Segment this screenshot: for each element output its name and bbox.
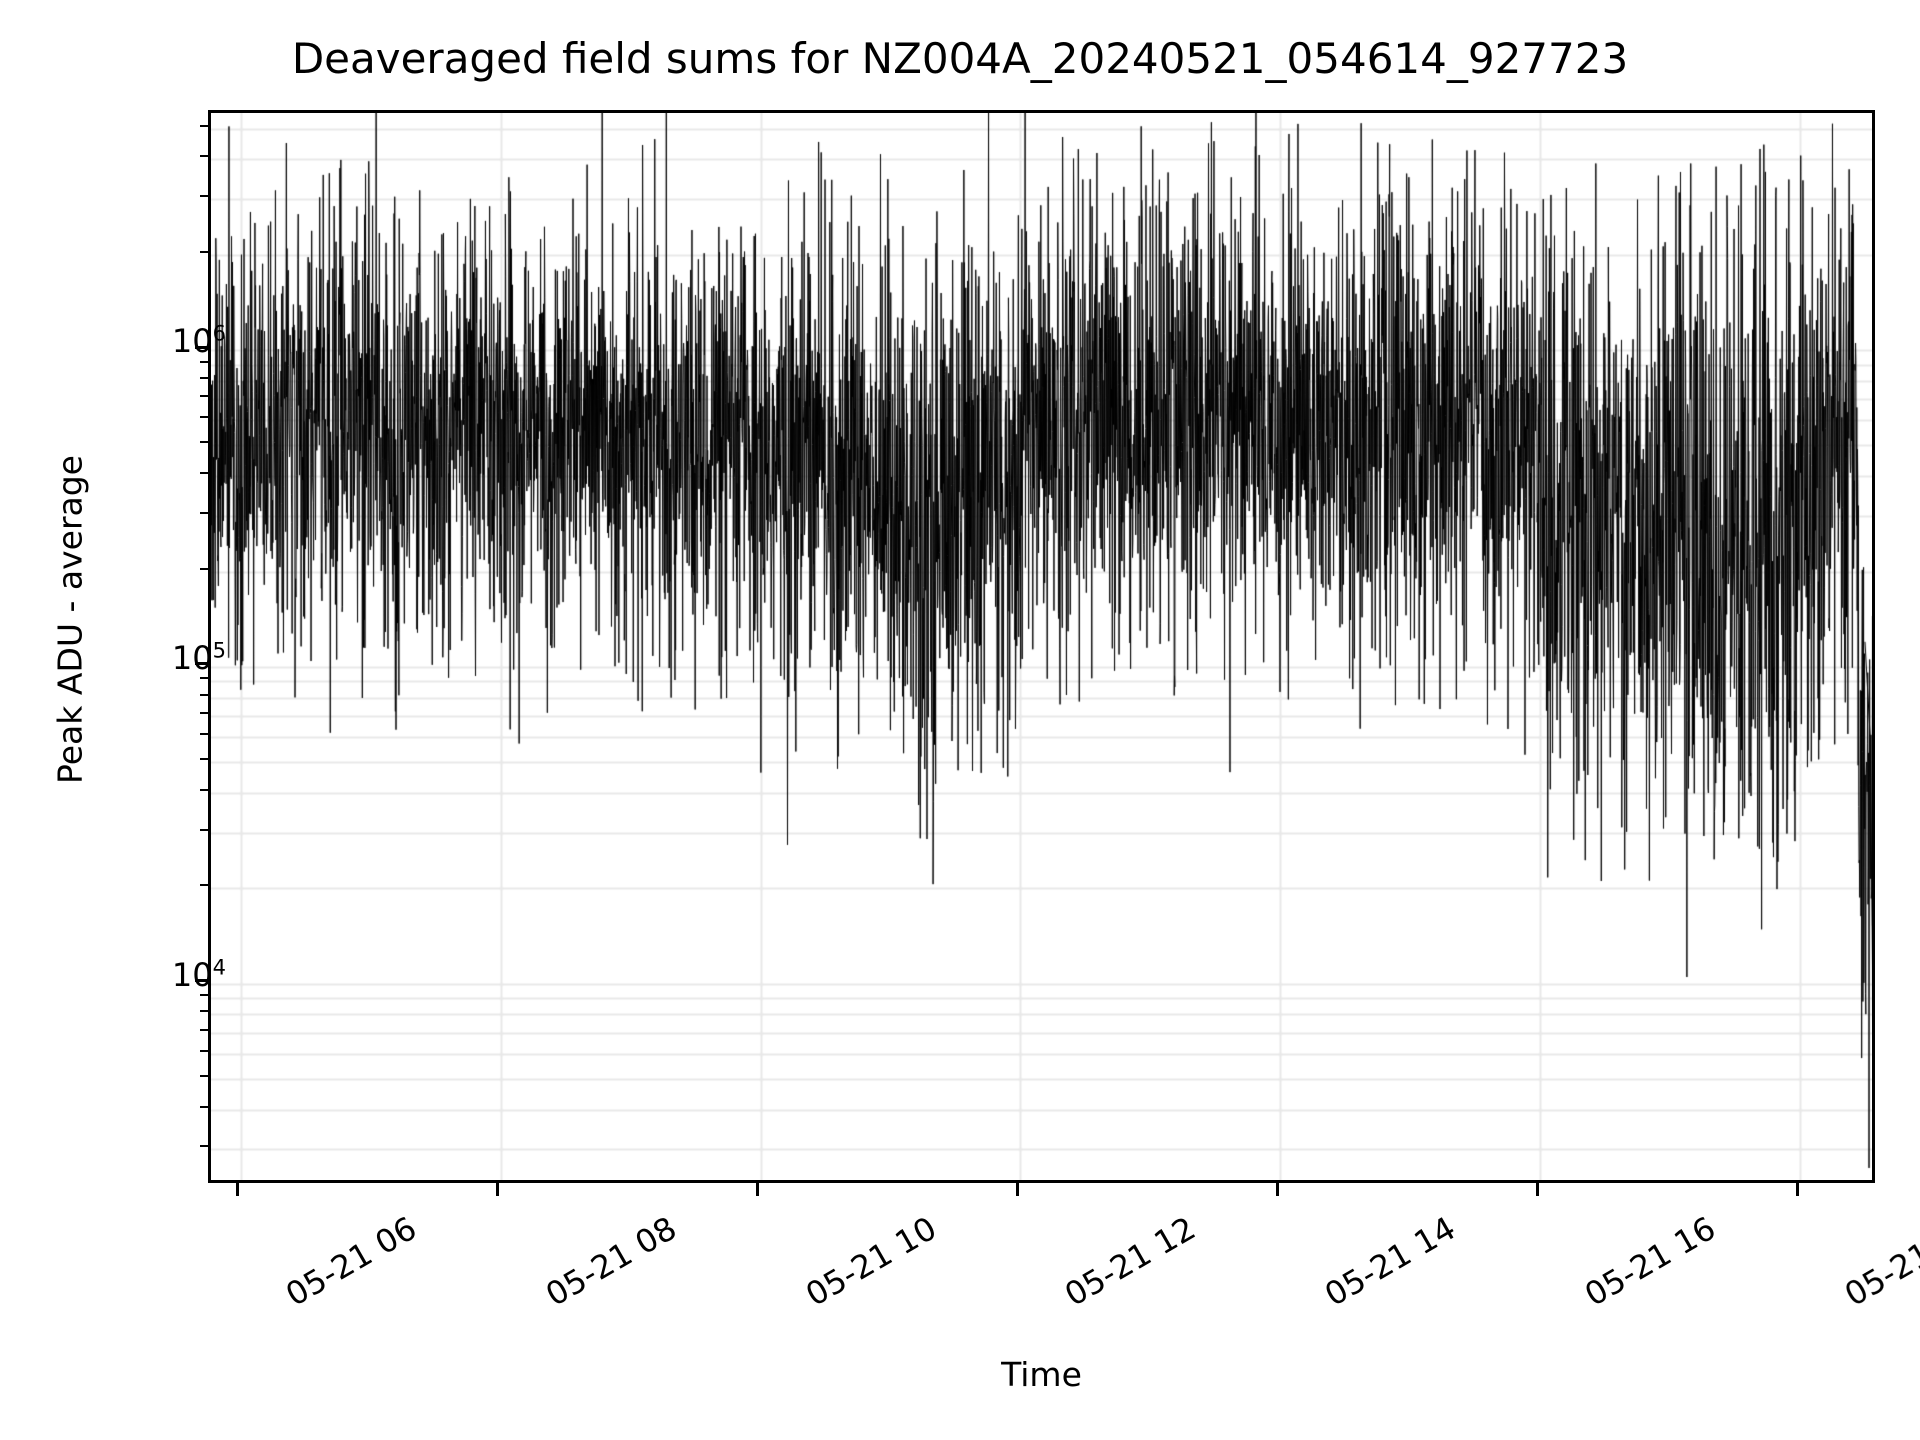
x-axis-major-tick — [1535, 1183, 1539, 1196]
y-axis-minor-tick — [200, 758, 208, 761]
y-axis-label: Peak ADU - average — [50, 455, 90, 784]
y-axis-minor-tick — [200, 124, 208, 127]
y-axis-minor-tick — [200, 376, 208, 379]
x-axis-tick-label: 05-21 06 — [279, 1209, 423, 1314]
chart-title: Deaveraged field sums for NZ004A_2024052… — [291, 34, 1629, 83]
x-axis-major-tick — [1795, 1183, 1799, 1196]
y-axis-minor-tick — [200, 677, 208, 680]
y-axis-minor-tick — [200, 194, 208, 197]
plot-area — [208, 110, 1875, 1183]
x-axis-major-tick — [756, 1183, 760, 1196]
y-axis-minor-tick — [200, 733, 208, 736]
x-axis-tick-label: 05-21 18 — [1838, 1209, 1920, 1314]
y-tick-mantissa: 10 — [171, 638, 213, 677]
data-series-line — [211, 113, 1872, 1180]
y-axis-minor-tick — [200, 1075, 208, 1078]
y-tick-mantissa: 10 — [171, 322, 213, 361]
x-axis-major-tick — [1015, 1183, 1019, 1196]
y-axis-minor-tick — [200, 567, 208, 570]
y-axis-minor-tick — [200, 416, 208, 419]
y-axis-minor-tick — [200, 1105, 208, 1108]
x-axis-tick-label: 05-21 14 — [1318, 1209, 1463, 1314]
y-axis-minor-tick — [200, 1145, 208, 1148]
x-axis-major-tick — [496, 1183, 500, 1196]
x-axis-major-tick — [236, 1183, 240, 1196]
y-axis-minor-tick — [200, 711, 208, 714]
y-axis-minor-tick — [200, 994, 208, 997]
x-axis-label: Time — [1001, 1355, 1082, 1394]
x-axis-tick-label: 05-21 10 — [798, 1209, 943, 1314]
y-axis-major-tick — [195, 345, 208, 349]
y-axis-minor-tick — [200, 884, 208, 887]
y-axis-minor-tick — [200, 395, 208, 398]
y-axis-minor-tick — [200, 1010, 208, 1013]
x-axis-tick-label: 05-21 08 — [539, 1209, 683, 1314]
y-tick-mantissa: 10 — [171, 955, 213, 994]
y-axis-minor-tick — [200, 511, 208, 514]
y-axis-minor-tick — [200, 828, 208, 831]
y-axis-minor-tick — [200, 360, 208, 363]
x-axis-tick-label: 05-21 16 — [1578, 1209, 1723, 1314]
y-axis-minor-tick — [200, 472, 208, 475]
y-axis-minor-tick — [200, 693, 208, 696]
y-axis-minor-tick — [200, 789, 208, 791]
y-axis-minor-tick — [200, 155, 208, 158]
y-axis-minor-tick — [200, 441, 208, 444]
x-axis-major-tick — [1275, 1183, 1279, 1196]
y-axis-major-tick — [195, 979, 208, 983]
x-axis-tick-label: 05-21 12 — [1058, 1209, 1203, 1314]
y-axis-minor-tick — [200, 1050, 208, 1053]
y-axis-minor-tick — [200, 1028, 208, 1031]
y-axis-major-tick — [195, 662, 208, 666]
y-axis-minor-tick — [200, 250, 208, 253]
